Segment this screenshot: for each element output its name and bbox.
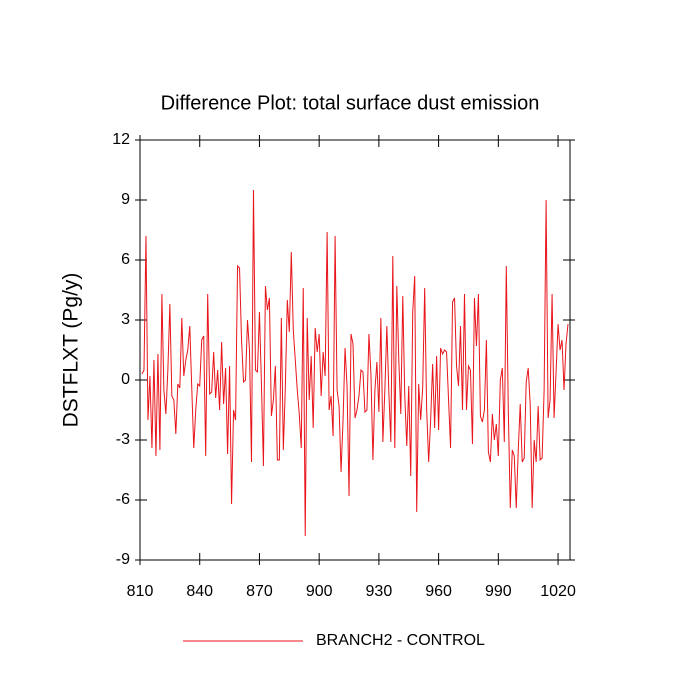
x-tick-label: 870 — [246, 583, 273, 600]
x-tick-label: 840 — [186, 583, 213, 600]
x-tick-label: 990 — [485, 583, 512, 600]
y-tick-label: 3 — [121, 311, 130, 328]
y-tick-label: 9 — [121, 191, 130, 208]
x-tick-label: 810 — [127, 583, 154, 600]
y-tick-label: 6 — [121, 251, 130, 268]
legend-label: BRANCH2 - CONTROL — [316, 632, 485, 649]
y-tick-label: 0 — [121, 371, 130, 388]
x-tick-label: 960 — [425, 583, 452, 600]
x-tick-label: 900 — [306, 583, 333, 600]
x-tick-label: 1020 — [540, 583, 576, 600]
y-tick-label: -6 — [116, 491, 130, 508]
y-axis-label: DSTFLXT (Pg/y) — [60, 273, 83, 428]
y-tick-label: 12 — [112, 131, 130, 148]
chart-title: Difference Plot: total surface dust emis… — [161, 92, 540, 114]
y-tick-label: -9 — [116, 551, 130, 568]
y-tick-label: -3 — [116, 431, 130, 448]
data-line — [141, 189, 569, 537]
plot-frame — [139, 139, 571, 561]
x-tick-label: 930 — [366, 583, 393, 600]
